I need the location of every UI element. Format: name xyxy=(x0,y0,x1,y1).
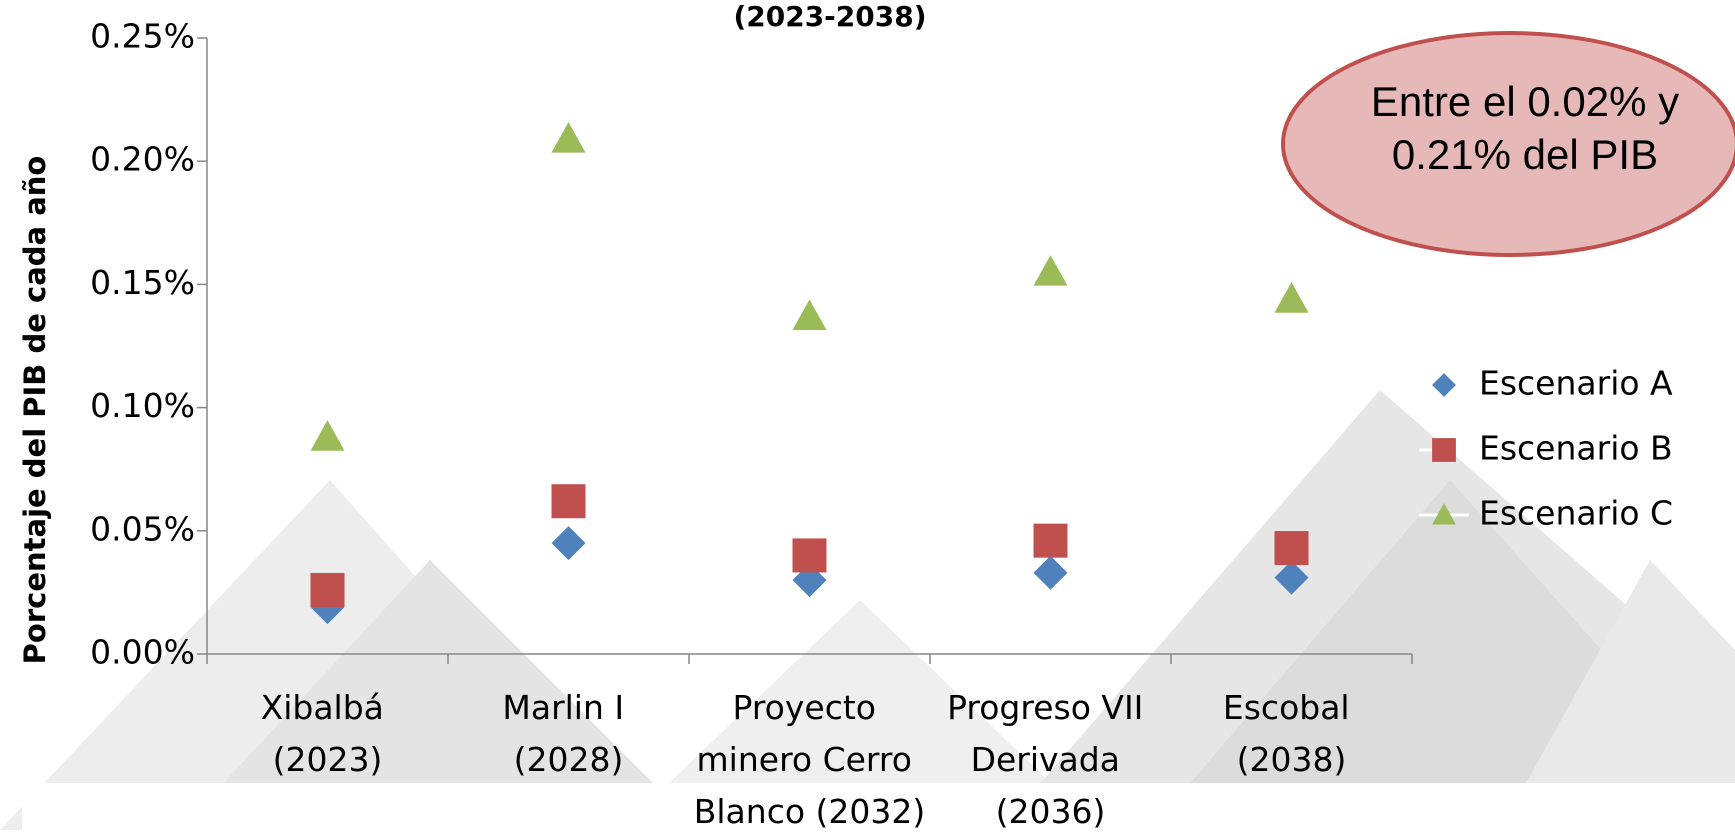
x-tick-label: Proyecto minero Cerro Blanco (2032) xyxy=(694,688,926,831)
legend-label: Escenario A xyxy=(1479,364,1673,403)
marker-square xyxy=(1274,531,1309,566)
marker-square xyxy=(1432,438,1456,462)
legend-label: Escenario C xyxy=(1479,494,1673,533)
y-tick-label: 0.20% xyxy=(90,140,195,179)
marker-diamond xyxy=(1274,560,1309,595)
legend-label: Escenario B xyxy=(1479,429,1673,468)
marker-triangle xyxy=(310,420,345,451)
marker-diamond xyxy=(551,526,586,561)
marker-square xyxy=(310,572,345,607)
annotation-text: Entre el 0.02% y xyxy=(1371,78,1679,125)
y-tick-label: 0.25% xyxy=(90,17,195,56)
marker-diamond xyxy=(1033,555,1068,590)
y-tick-label: 0.10% xyxy=(90,386,195,425)
annotation-bubble xyxy=(1281,31,1735,257)
x-tick-label: Xibalbá (2023) xyxy=(261,688,395,779)
y-tick-label: 0.15% xyxy=(90,263,195,302)
annotation: Entre el 0.02% y 0.21% del PIB xyxy=(1281,31,1735,257)
x-tick-label: Marlin I (2028) xyxy=(502,688,634,779)
marker-diamond xyxy=(1432,373,1456,397)
y-axis-label: Porcentaje del PIB de cada año xyxy=(18,156,52,665)
marker-triangle xyxy=(551,122,586,153)
marker-triangle xyxy=(1274,282,1309,313)
marker-triangle xyxy=(1432,503,1456,525)
marker-triangle xyxy=(792,299,827,331)
y-tick-label: 0.00% xyxy=(90,633,195,672)
chart-title: (2023-2038) xyxy=(733,0,926,33)
annotation-text: 0.21% del PIB xyxy=(1392,131,1658,178)
marker-square xyxy=(792,538,827,573)
marker-triangle xyxy=(1033,255,1068,286)
y-tick-label: 0.05% xyxy=(90,509,195,548)
x-tick-label: Progreso VII Derivada (2036) xyxy=(947,688,1154,831)
marker-square xyxy=(1033,523,1068,558)
marker-square xyxy=(551,484,586,519)
x-tick-label: Escobal (2038) xyxy=(1223,688,1360,779)
